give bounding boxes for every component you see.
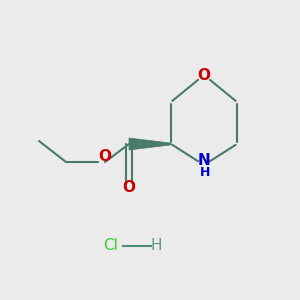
Text: H: H	[150, 238, 162, 253]
Text: O: O	[122, 180, 136, 195]
Text: H: H	[200, 166, 211, 179]
Text: Cl: Cl	[103, 238, 118, 253]
Text: N: N	[198, 153, 210, 168]
Text: O: O	[197, 68, 211, 82]
Text: O: O	[98, 149, 112, 164]
Polygon shape	[129, 138, 171, 150]
